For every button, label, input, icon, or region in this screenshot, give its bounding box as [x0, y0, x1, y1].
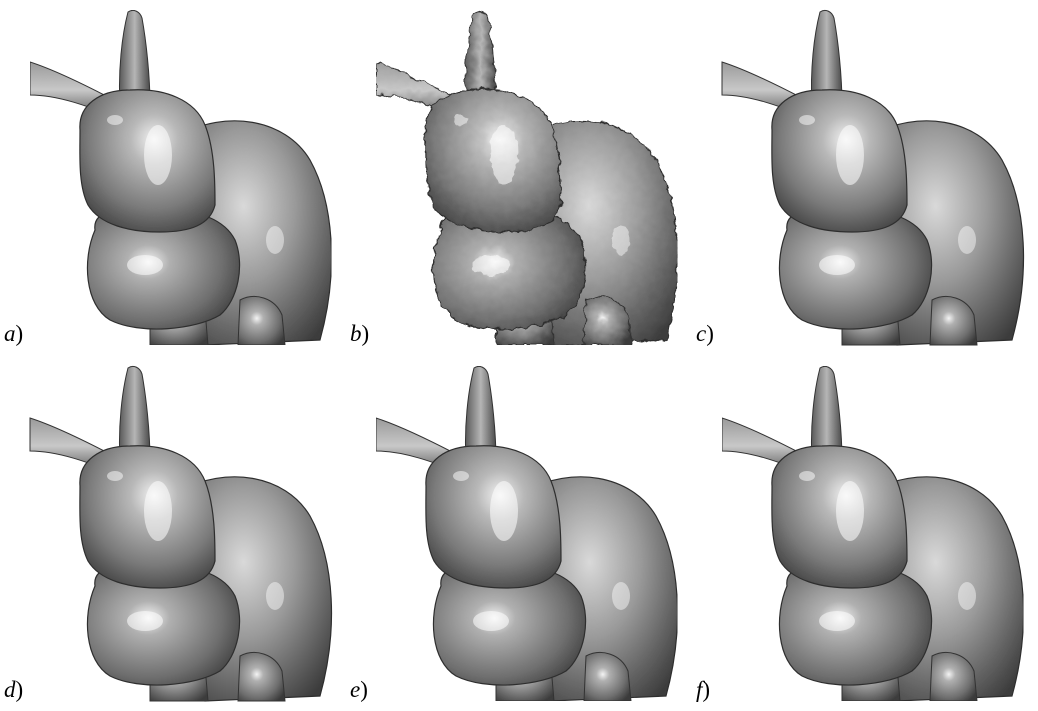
panel-d: d) [0, 356, 346, 711]
panel-letter: b [350, 321, 362, 346]
panel-paren: ) [360, 677, 368, 702]
panel-b: b) [346, 0, 692, 355]
panel-label-d: d) [4, 678, 23, 701]
panel-paren: ) [706, 321, 714, 346]
panel-paren: ) [15, 677, 24, 702]
panel-label-b: b) [350, 322, 369, 345]
panel-c: c) [692, 0, 1038, 355]
panel-letter: d [4, 677, 16, 702]
panel-letter: f [696, 677, 703, 702]
panel-letter: a [4, 321, 16, 346]
panel-letter: c [696, 321, 707, 346]
panel-label-a: a) [4, 322, 23, 345]
panel-paren: ) [702, 677, 711, 702]
panel-paren: ) [361, 321, 370, 346]
panel-label-e: e) [350, 678, 368, 701]
panel-f: f) [692, 356, 1038, 711]
panel-label-c: c) [696, 322, 714, 345]
panel-paren: ) [15, 321, 24, 346]
panel-a: a) [0, 0, 346, 355]
panel-letter: e [350, 677, 361, 702]
panel-label-f: f) [696, 678, 710, 701]
panel-e: e) [346, 356, 692, 711]
